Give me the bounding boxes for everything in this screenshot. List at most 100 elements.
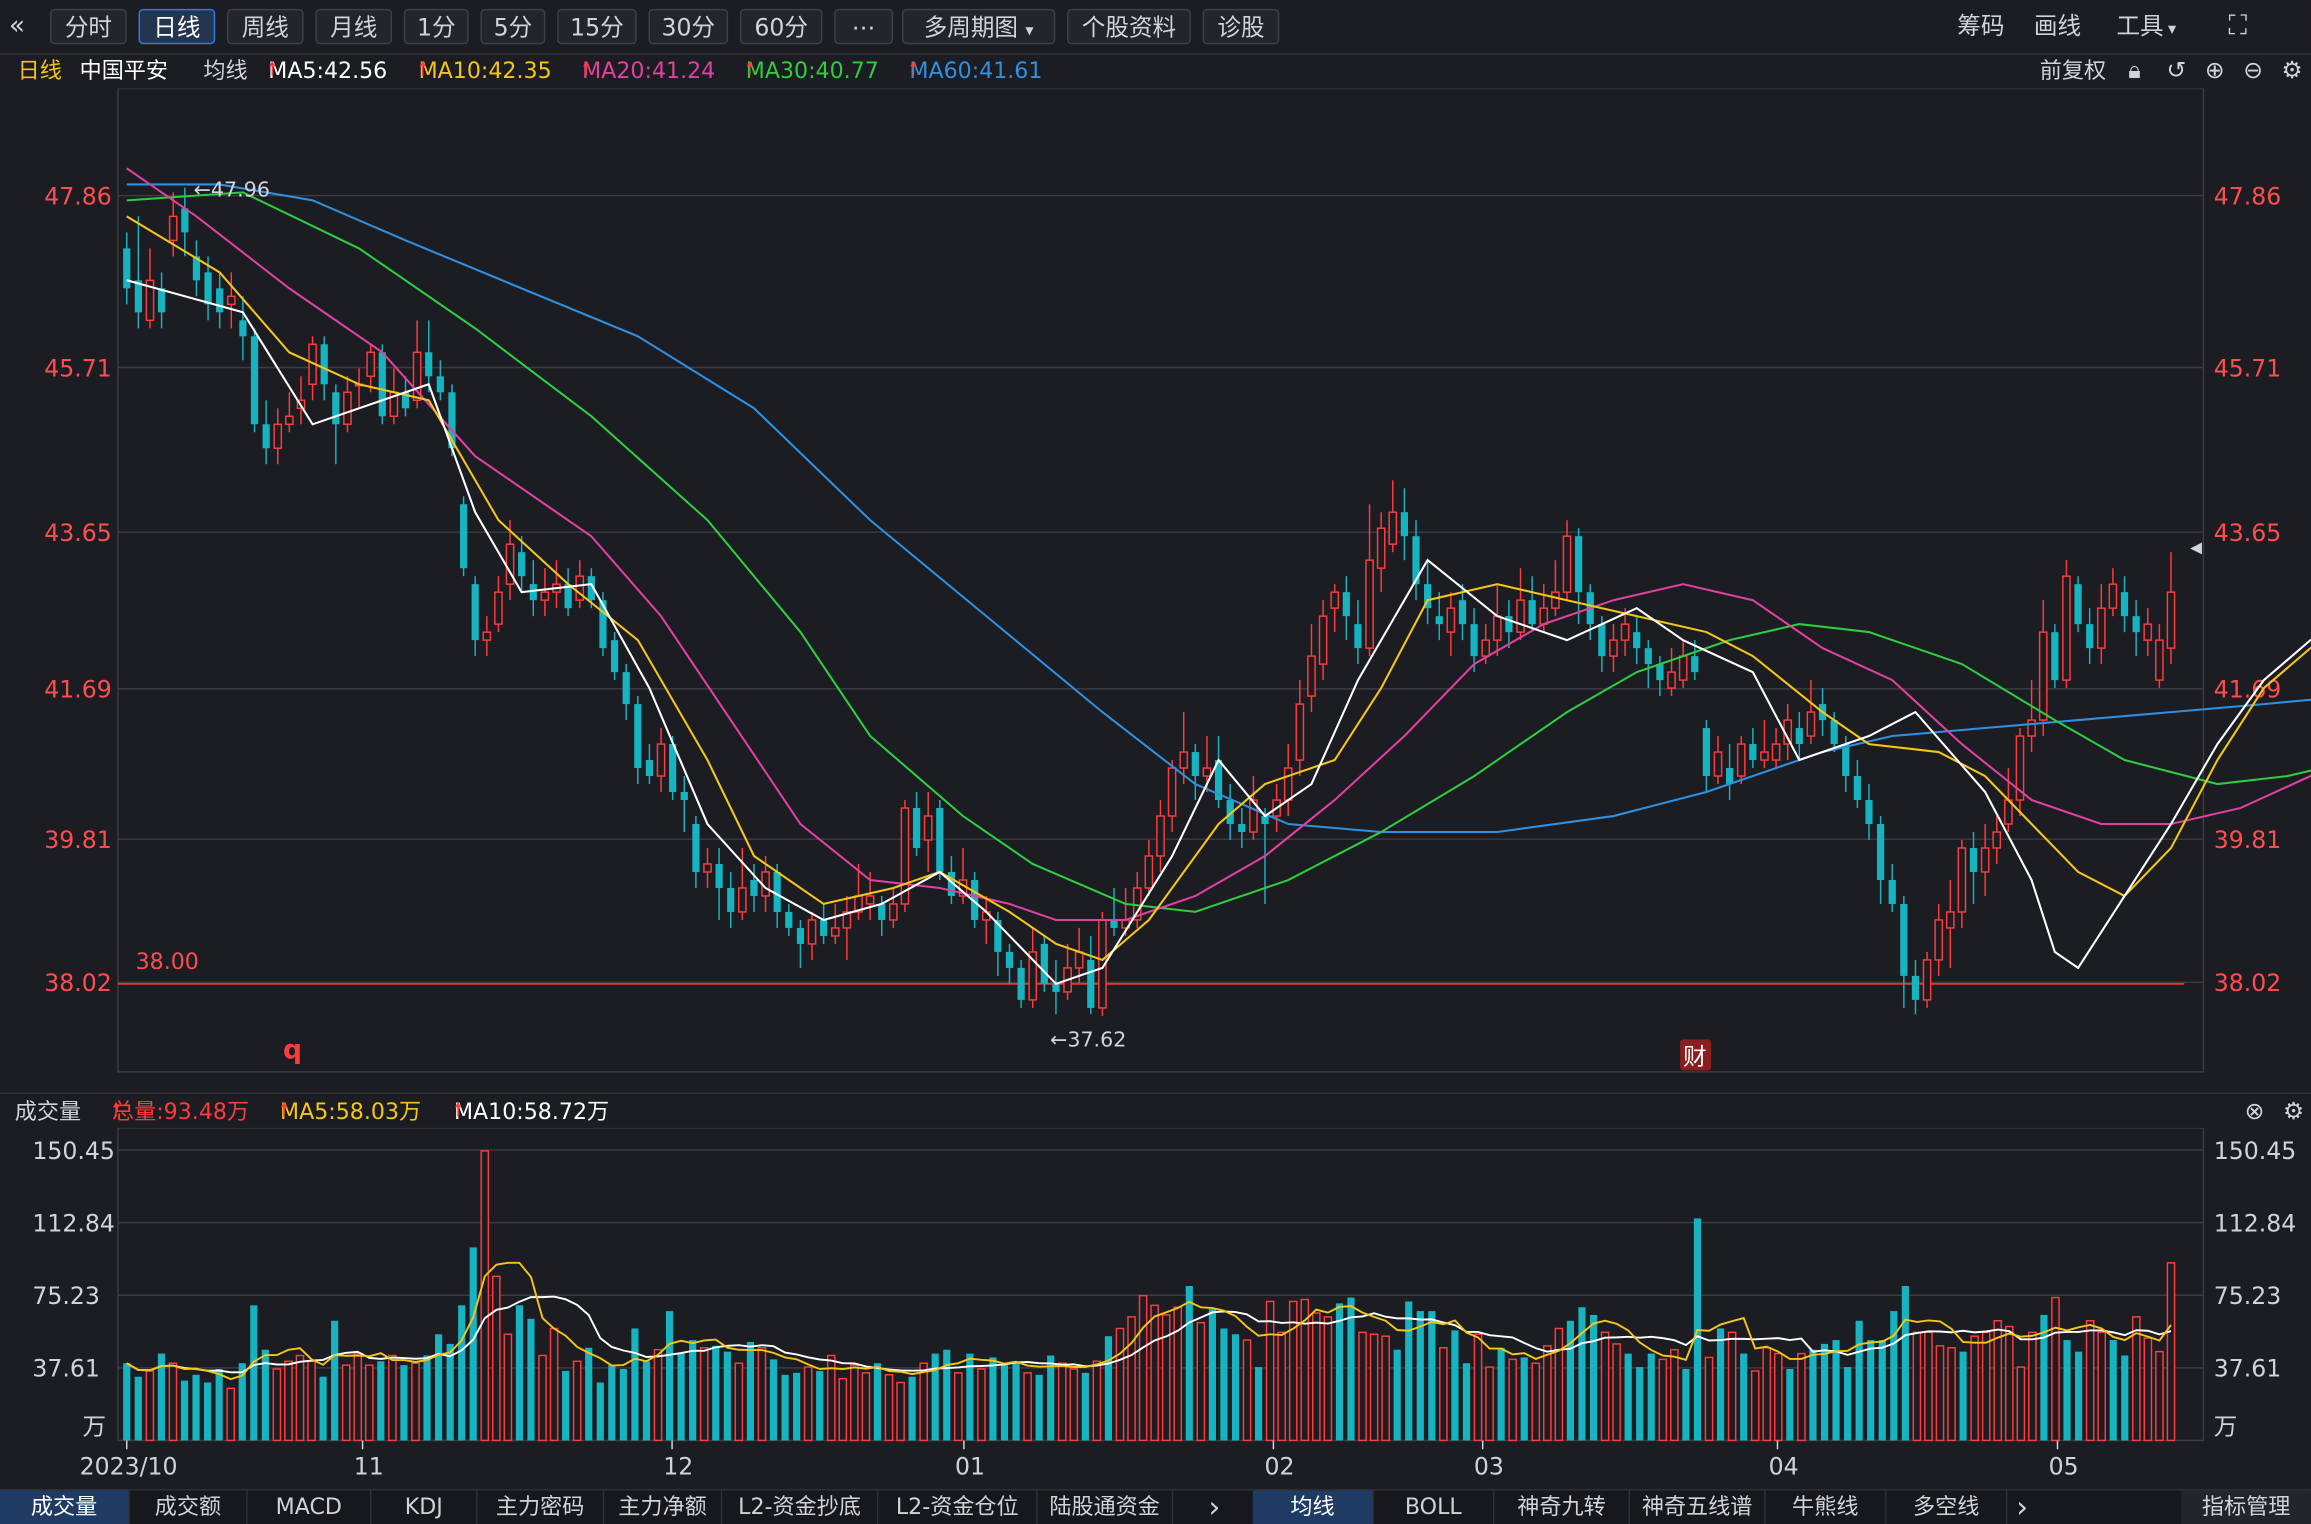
indicator-tab[interactable]: KDJ — [371, 1490, 478, 1524]
candle-body — [947, 871, 956, 896]
candle-body — [703, 863, 712, 873]
zoom-out-icon[interactable]: ⊖ — [2243, 56, 2263, 85]
volume-bar — [734, 1362, 744, 1442]
ma-title[interactable]: 均线 — [203, 57, 248, 85]
zoom-in-icon[interactable]: ⊕ — [2204, 56, 2225, 85]
candle-body — [1458, 600, 1467, 625]
overlay-tab[interactable]: BOLL — [1374, 1490, 1495, 1524]
indicator-tab[interactable]: 陆股通资金 — [1038, 1490, 1174, 1524]
adjust-mode[interactable]: 前复权 — [2039, 57, 2107, 85]
candle-body — [2132, 616, 2140, 633]
close-panel-icon[interactable]: ⊗ — [2244, 1096, 2265, 1125]
chips-button[interactable]: 筹码 — [1957, 11, 2005, 40]
undo-icon[interactable]: ↺ — [2166, 56, 2187, 85]
volume-bar — [1867, 1340, 1875, 1441]
indicator-tab[interactable]: 成交额 — [130, 1490, 248, 1524]
volume-y-tick-right: 75.23 — [2214, 1282, 2281, 1310]
volume-bar — [272, 1368, 282, 1442]
stock-profile-button[interactable]: 个股资料 — [1067, 8, 1191, 45]
volume-bar — [1543, 1345, 1552, 1442]
x-tick-label: 05 — [2049, 1452, 2079, 1480]
volume-bar — [1855, 1320, 1863, 1441]
overlay-tab[interactable]: 均线 — [1252, 1490, 1374, 1524]
candle-body — [1806, 711, 1816, 737]
volume-bar — [1844, 1367, 1852, 1441]
period-monthly[interactable]: 月线 — [315, 8, 393, 45]
chevron-right-icon[interactable]: › — [1208, 1489, 1221, 1524]
candlestick-chart[interactable]: 47.86 47.86 45.71 45.71 43.65 43.65 41.69 41.69… — [0, 88, 2311, 1092]
x-tick-label: 12 — [663, 1452, 693, 1480]
period-5min[interactable]: 5分 — [480, 8, 546, 45]
candle-body — [226, 295, 236, 306]
candle-body — [1226, 800, 1234, 825]
period-weekly[interactable]: 周线 — [226, 8, 304, 45]
multi-period-dropdown[interactable]: 多周期图 ▾ — [901, 8, 1056, 45]
overlay-tab[interactable]: 神奇五线谱 — [1630, 1490, 1766, 1524]
volume-bar — [1959, 1351, 1967, 1441]
candle-body — [482, 631, 492, 641]
candle-body — [1934, 919, 1944, 961]
volume-bar — [1566, 1320, 1574, 1441]
candle-body — [622, 672, 630, 705]
indicator-tab[interactable]: 主力密码 — [478, 1490, 605, 1524]
candle-body — [1551, 591, 1560, 609]
volume-bar — [1208, 1309, 1216, 1441]
volume-bar — [1393, 1349, 1401, 1441]
candle-body — [785, 911, 793, 928]
volume-bar — [1288, 1300, 1298, 1442]
tools-dropdown[interactable]: 工具 ▾ — [2116, 9, 2176, 44]
candle-body — [1342, 592, 1350, 617]
period-fenshi[interactable]: 分时 — [50, 8, 127, 45]
volume-bar — [1947, 1347, 1956, 1442]
indicator-tab[interactable]: L2-资金仓位 — [878, 1490, 1038, 1524]
lock-icon[interactable]: 🔒︎ — [2128, 56, 2141, 85]
period-daily[interactable]: 日线 — [138, 8, 216, 45]
candle-body — [540, 591, 550, 601]
indicator-tab[interactable]: MACD — [248, 1490, 372, 1524]
overlay-tab[interactable]: 神奇九转 — [1494, 1490, 1631, 1524]
candle-body — [1980, 847, 1990, 873]
volume-chart[interactable]: 150.45 150.45 112.84 112.84 75.23 75.23 37.61 3… — [0, 1127, 2311, 1489]
volume-bar — [123, 1363, 131, 1441]
indicator-tab[interactable]: 主力净额 — [604, 1490, 723, 1524]
candle-body — [1074, 951, 1084, 969]
candle-body — [1853, 776, 1861, 801]
up-arrow-icon: 🠕 — [268, 58, 277, 82]
volume-bar — [458, 1305, 466, 1441]
indicator-tab[interactable]: L2-资金抄底 — [722, 1490, 879, 1524]
indicator-manage-button[interactable]: 指标管理 — [2181, 1490, 2311, 1524]
more-periods-button[interactable]: ⋯ — [834, 8, 894, 45]
volume-bar — [1196, 1321, 1206, 1442]
volume-bar — [1173, 1306, 1183, 1442]
volume-bar — [238, 1363, 246, 1441]
volume-bar — [503, 1333, 513, 1442]
period-1min[interactable]: 1分 — [403, 8, 469, 45]
settings-gear-icon[interactable]: ⚙ — [2281, 56, 2303, 85]
volume-bar — [284, 1360, 293, 1442]
draw-button[interactable]: 画线 — [2033, 11, 2082, 40]
diagnose-button[interactable]: 诊股 — [1202, 8, 1280, 45]
chevron-right-icon[interactable]: › — [2016, 1489, 2029, 1524]
period-15min[interactable]: 15分 — [557, 8, 637, 45]
volume-unit-right: 万 — [2214, 1413, 2238, 1441]
overlay-tab[interactable]: 牛熊线 — [1766, 1490, 1887, 1524]
candle-body — [1144, 855, 1154, 889]
candle-body — [1412, 536, 1420, 585]
indicator-tab[interactable]: 成交量 — [0, 1490, 130, 1524]
volume-bar — [1520, 1357, 1528, 1441]
period-60min[interactable]: 60分 — [739, 8, 823, 45]
collapse-left-icon[interactable]: « — [8, 10, 26, 42]
overlay-tab[interactable]: 多空线 — [1887, 1490, 2008, 1524]
candle-body — [529, 584, 537, 601]
volume-bar — [1589, 1314, 1598, 1441]
volume-bar — [1104, 1336, 1113, 1441]
y-tick-label-right: 45.71 — [2214, 354, 2281, 382]
fullscreen-icon[interactable]: ⛶ — [2228, 10, 2248, 42]
volume-bar — [1740, 1353, 1748, 1441]
candle-body — [181, 208, 189, 233]
volume-settings-icon[interactable]: ⚙ — [2282, 1096, 2305, 1125]
period-30min[interactable]: 30分 — [648, 8, 729, 45]
candle-body — [401, 392, 410, 409]
x-tick-label: 03 — [1474, 1452, 1504, 1480]
volume-bar — [884, 1374, 894, 1442]
